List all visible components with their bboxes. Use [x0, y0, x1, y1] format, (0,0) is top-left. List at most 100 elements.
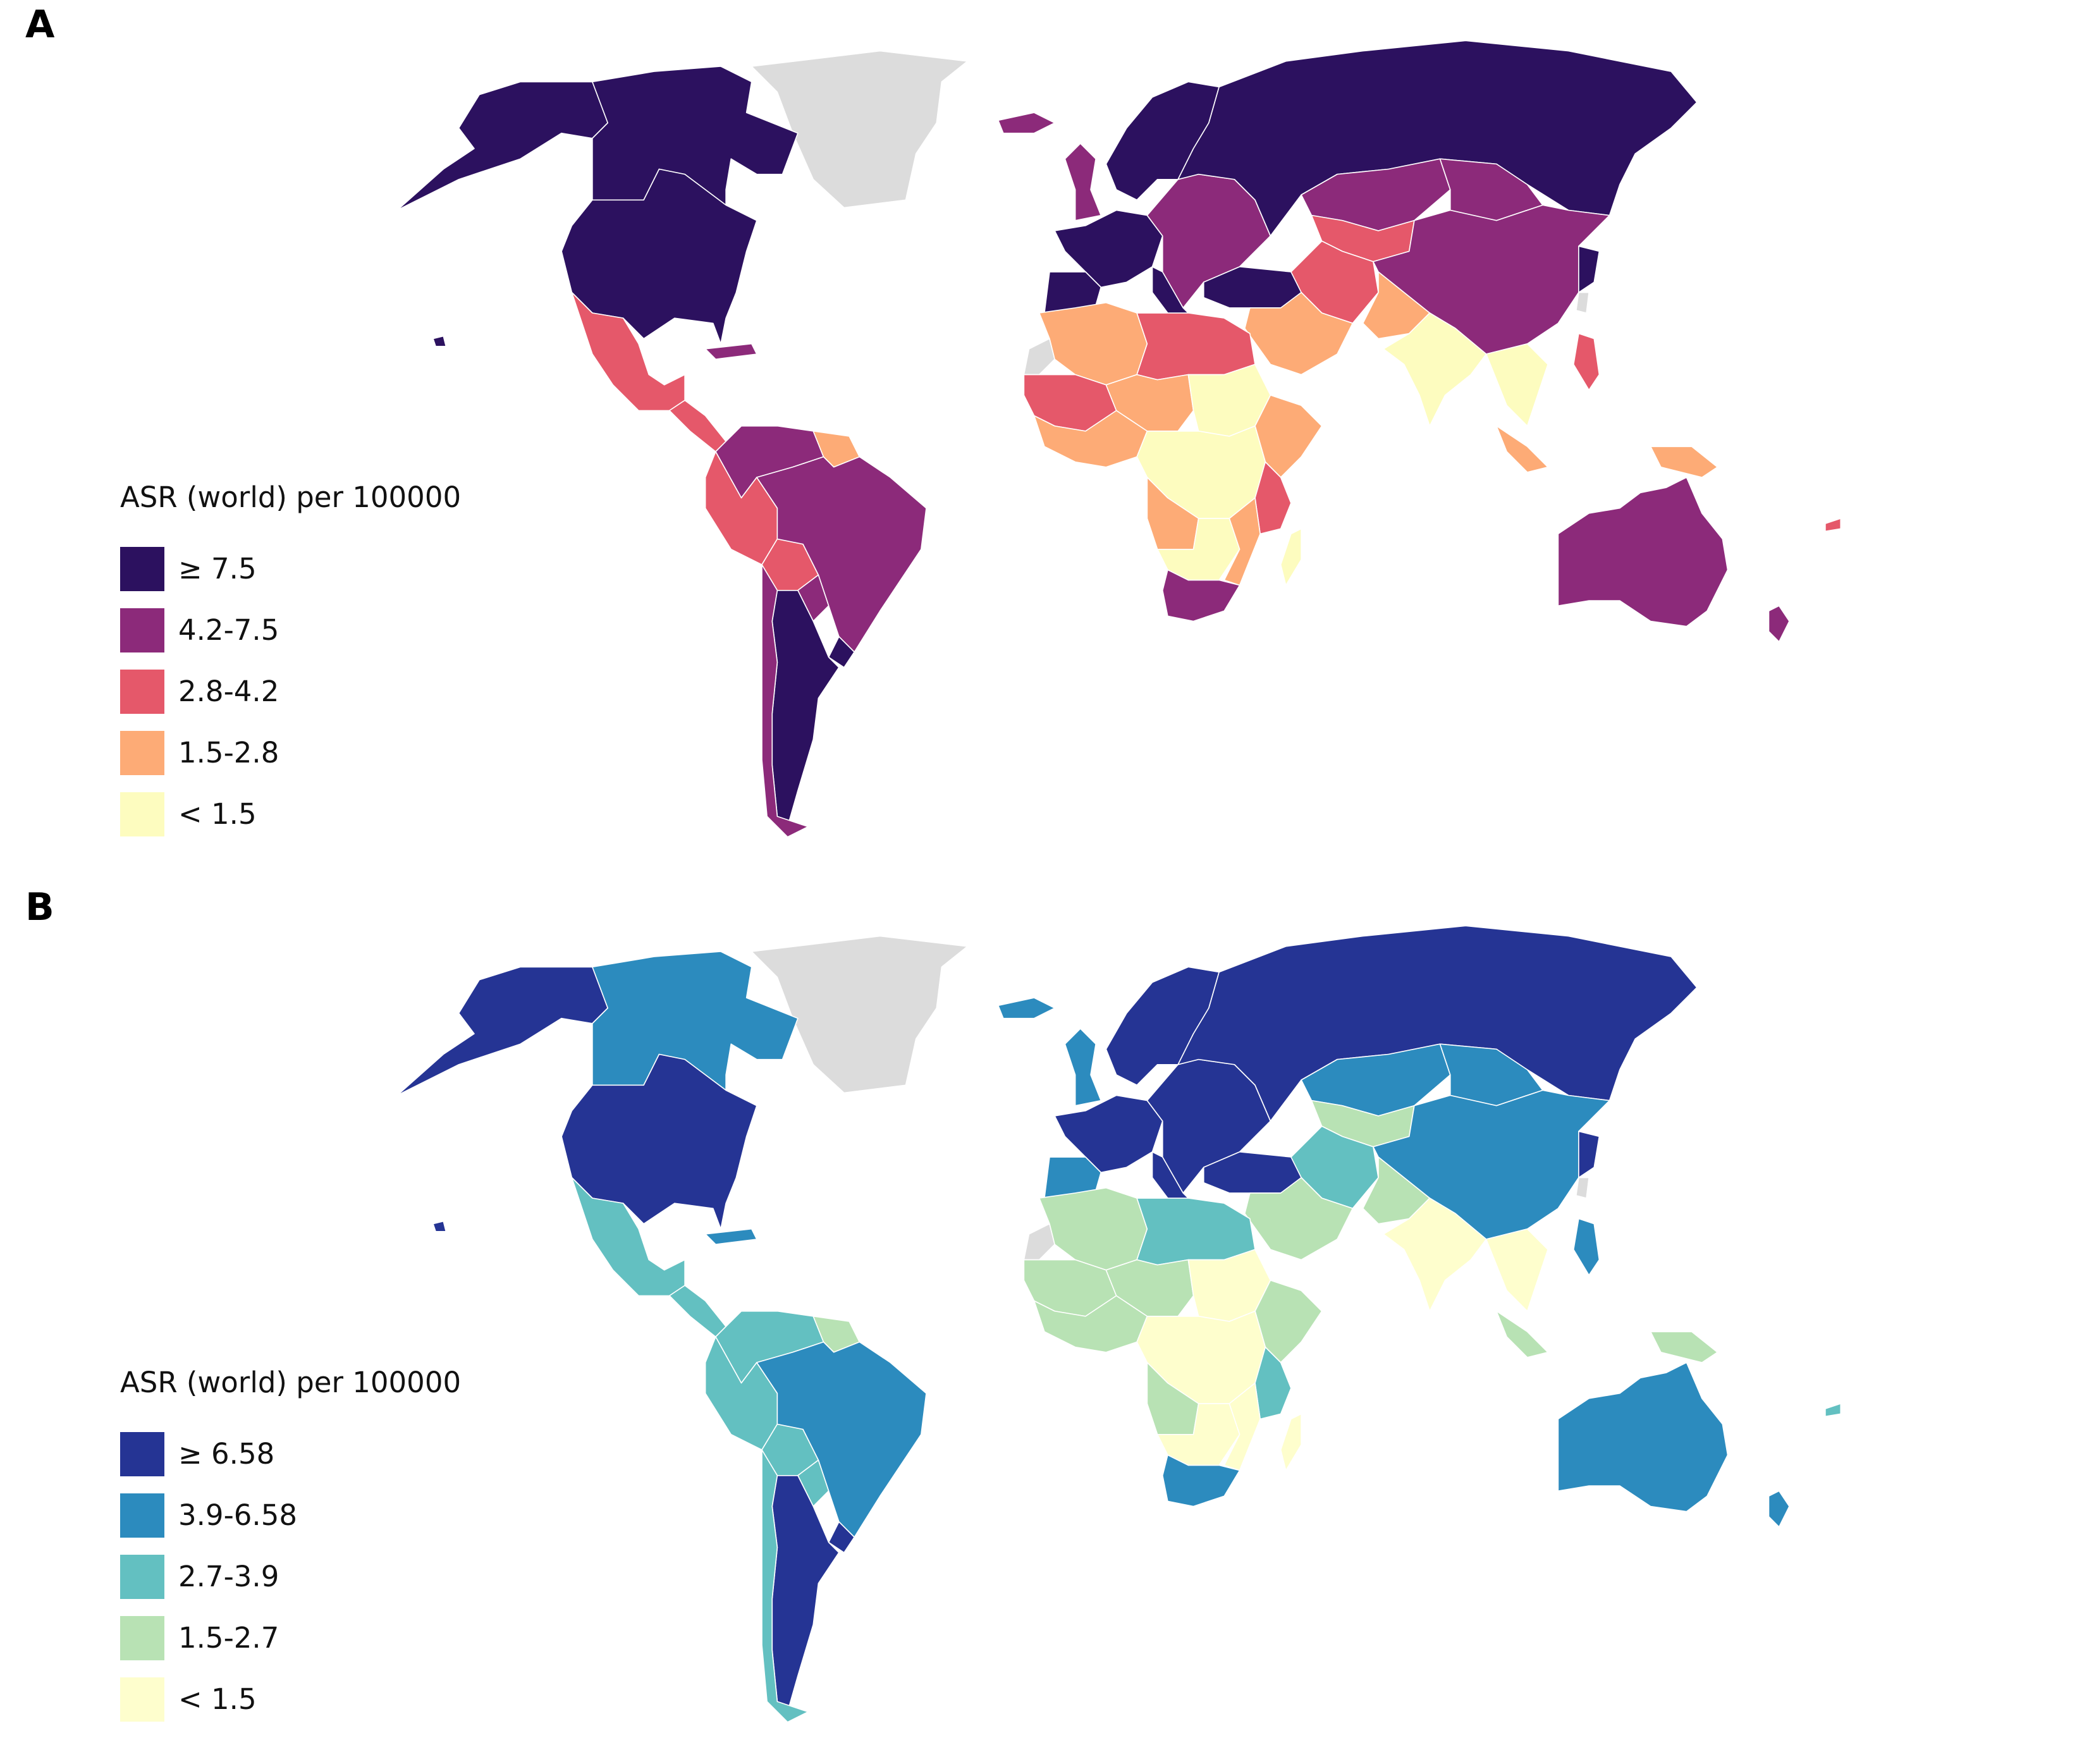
- legend-swatch: [120, 1431, 164, 1476]
- legend-label: 2.7-3.9: [178, 1560, 279, 1593]
- region-mexico: [571, 291, 685, 412]
- region-western-sahara: [1023, 1223, 1055, 1261]
- legend-label: 2.8-4.2: [178, 675, 279, 708]
- legend-swatch: [120, 1554, 164, 1599]
- legend-swatch: [120, 1493, 164, 1538]
- region-afghanistan-pakistan: [1362, 1156, 1431, 1225]
- region-arabia: [1244, 1177, 1354, 1261]
- legend-item: 3.9-6.58: [120, 1485, 461, 1546]
- region-png: [1650, 1331, 1718, 1363]
- region-arabia: [1244, 291, 1354, 376]
- legend-label: ≥ 6.58: [178, 1437, 275, 1471]
- legend-label: 4.2-7.5: [178, 613, 279, 647]
- region-india: [1383, 1197, 1487, 1312]
- region-pacific-islands: [1825, 518, 1842, 532]
- region-uruguay: [828, 1521, 855, 1553]
- legend-title: ASR (world) per 100000: [120, 1366, 462, 1399]
- region-alaska: [396, 81, 609, 211]
- region-caribbean: [704, 343, 757, 360]
- region-argentina: [771, 1474, 840, 1713]
- legend-a: ASR (world) per 100000 ≥ 7.5 4.2-7.5 2.8…: [120, 481, 461, 845]
- region-pacific-islands: [1825, 1403, 1842, 1418]
- region-indonesia: [1496, 425, 1548, 473]
- region-south-africa: [1161, 1454, 1241, 1507]
- legend-title: ASR (world) per 100000: [120, 481, 462, 514]
- legend-item: 2.7-3.9: [120, 1546, 461, 1607]
- region-southeast-asia: [1485, 343, 1548, 427]
- region-central-america: [668, 1285, 726, 1338]
- region-brazil: [756, 456, 927, 653]
- region-iceland: [997, 997, 1055, 1019]
- region-mozambique: [1223, 497, 1261, 586]
- region-caribbean: [704, 1228, 757, 1245]
- region-argentina: [771, 589, 840, 828]
- region-australia: [1557, 477, 1729, 627]
- region-greenland: [750, 50, 968, 209]
- legend-swatch: [120, 608, 164, 652]
- legend-label: 1.5-2.7: [178, 1621, 279, 1655]
- legend-label: < 1.5: [178, 797, 257, 831]
- legend-item: < 1.5: [120, 1669, 461, 1730]
- legend-swatch: [120, 1615, 164, 1660]
- region-philippines: [1572, 333, 1600, 391]
- legend-label: ≥ 7.5: [178, 552, 257, 585]
- region-taiwan: [1576, 291, 1590, 314]
- panel-a-label: A: [25, 3, 55, 47]
- region-southeast-asia: [1485, 1228, 1548, 1312]
- region-png: [1650, 446, 1718, 478]
- legend-label: 3.9-6.58: [178, 1498, 297, 1532]
- legend-swatch: [120, 546, 164, 591]
- region-philippines: [1572, 1218, 1600, 1276]
- region-hawaii: [432, 1220, 447, 1232]
- world-map-a: [396, 40, 1842, 838]
- region-brazil: [756, 1341, 927, 1538]
- legend-item: ≥ 7.5: [120, 538, 461, 599]
- region-morocco-algeria: [1038, 302, 1148, 386]
- region-south-africa: [1161, 569, 1241, 622]
- region-afghanistan-pakistan: [1362, 271, 1431, 340]
- region-australia: [1557, 1362, 1729, 1512]
- region-mexico: [571, 1177, 685, 1297]
- legend-item: 2.8-4.2: [120, 661, 461, 722]
- region-iceland: [997, 112, 1055, 134]
- legend-item: < 1.5: [120, 783, 461, 845]
- region-korea-japan: [1578, 245, 1600, 293]
- region-new-zealand: [1768, 605, 1790, 642]
- region-mozambique: [1223, 1382, 1261, 1471]
- region-korea-japan: [1578, 1130, 1600, 1179]
- world-map-b: [396, 925, 1842, 1723]
- region-chile: [761, 1449, 809, 1723]
- region-uruguay: [828, 636, 855, 668]
- region-china: [1373, 204, 1610, 355]
- region-indonesia: [1496, 1310, 1548, 1358]
- legend-label: 1.5-2.8: [178, 736, 279, 769]
- legend-swatch: [120, 669, 164, 714]
- legend-swatch: [120, 1677, 164, 1722]
- region-india: [1383, 312, 1487, 427]
- region-china: [1373, 1089, 1610, 1240]
- legend-b: ASR (world) per 100000 ≥ 6.58 3.9-6.58 2…: [120, 1366, 461, 1730]
- legend-item: ≥ 6.58: [120, 1423, 461, 1485]
- region-greenland: [750, 935, 968, 1094]
- panel-a: A ASR (world) p: [0, 0, 2089, 860]
- legend-swatch: [120, 792, 164, 836]
- panel-b: B ASR (world) p: [0, 885, 2089, 1764]
- region-madagascar: [1280, 528, 1302, 586]
- region-morocco-algeria: [1038, 1187, 1148, 1271]
- legend-item: 1.5-2.8: [120, 722, 461, 783]
- region-uk-ireland: [1064, 143, 1102, 221]
- panel-b-label: B: [25, 885, 54, 929]
- region-alaska: [396, 966, 609, 1096]
- legend-item: 4.2-7.5: [120, 599, 461, 661]
- region-canada: [592, 66, 799, 206]
- region-taiwan: [1576, 1177, 1590, 1199]
- legend-swatch: [120, 730, 164, 775]
- legend-label: < 1.5: [178, 1682, 257, 1716]
- region-uk-ireland: [1064, 1028, 1102, 1106]
- region-chile: [761, 564, 809, 838]
- region-canada: [592, 951, 799, 1091]
- legend-item: 1.5-2.7: [120, 1607, 461, 1669]
- region-western-sahara: [1023, 338, 1055, 376]
- region-hawaii: [432, 335, 447, 347]
- region-new-zealand: [1768, 1490, 1790, 1528]
